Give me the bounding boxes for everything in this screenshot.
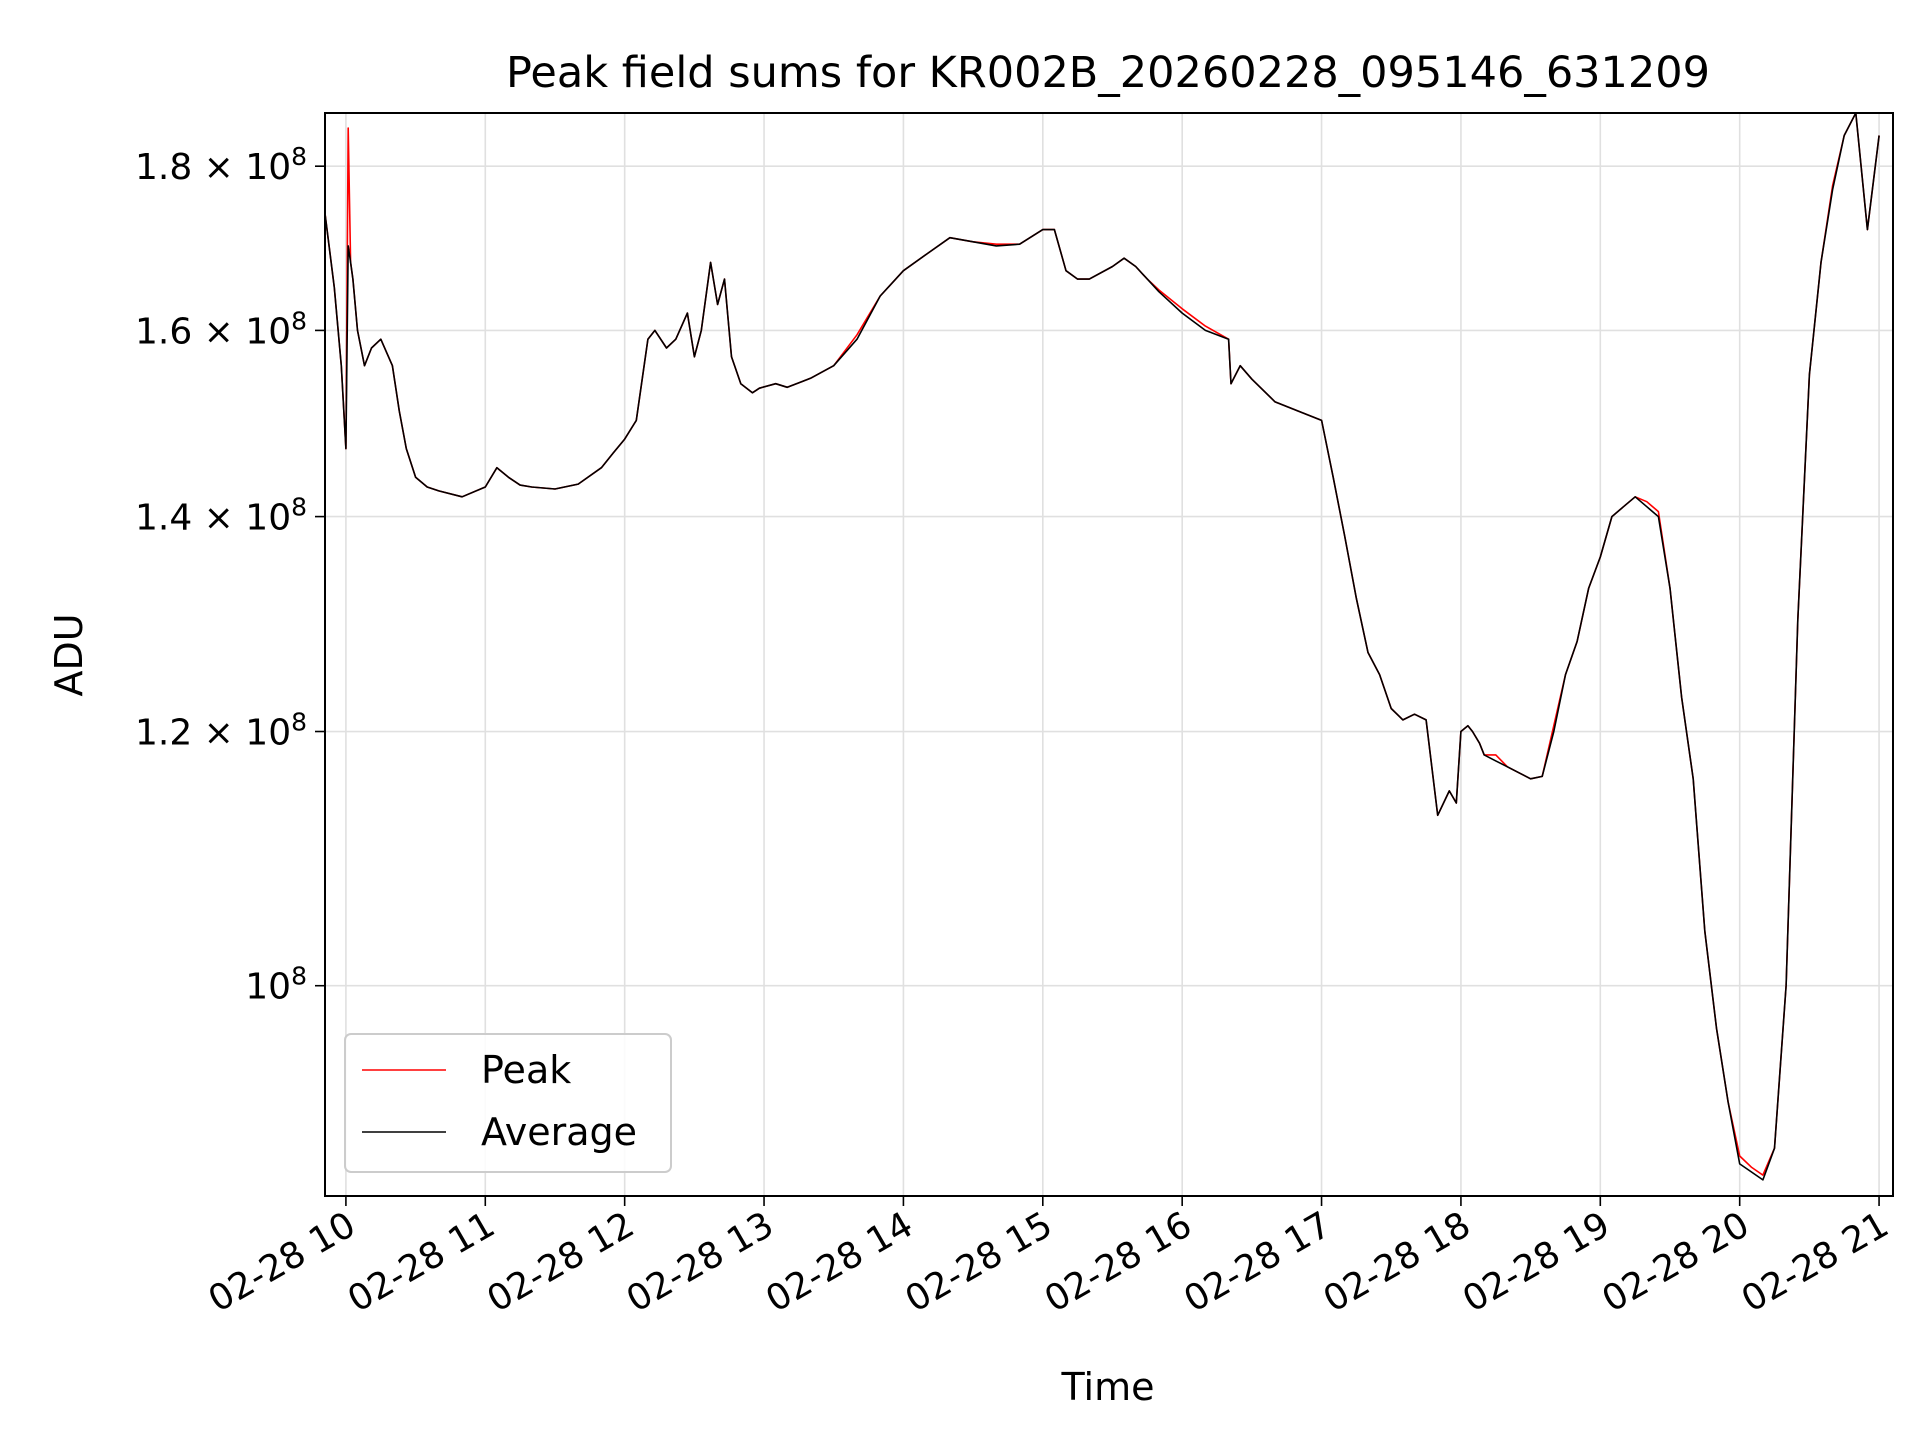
chart-title: Peak field sums for KR002B_20260228_0951… — [506, 48, 1710, 98]
legend-label-peak: Peak — [481, 1048, 571, 1092]
y-tick-exponent: 8 — [291, 142, 307, 171]
grid — [325, 113, 1893, 1196]
plot-frame — [324, 112, 1894, 1197]
y-tick-mantissa: 1.2 — [135, 713, 192, 754]
y-tick-label: 1.4 × 108 — [135, 493, 307, 539]
y-tick-label: 1.2 × 108 — [135, 708, 307, 754]
y-tick-exponent: 8 — [291, 493, 307, 522]
y-tick-mantissa: 1.4 — [135, 498, 192, 539]
y-tick-mantissa: 1.6 — [135, 311, 192, 352]
y-tick-label: 1.6 × 108 — [135, 306, 307, 352]
y-tick-exponent: 8 — [291, 708, 307, 737]
y-tick-exponent: 8 — [291, 306, 307, 335]
y-tick-label: 1.8 × 108 — [135, 142, 307, 188]
y-tick-exponent: 8 — [291, 962, 307, 991]
legend-label-average: Average — [481, 1110, 637, 1154]
series — [325, 113, 1880, 1181]
y-tick-mantissa: 1.8 — [135, 147, 192, 188]
legend-box — [344, 1033, 672, 1173]
legend: Peak Average — [344, 1033, 672, 1173]
series-line-average — [325, 113, 1880, 1181]
y-axis-label: ADU — [47, 613, 91, 696]
x-axis-label: Time — [1061, 1365, 1155, 1409]
